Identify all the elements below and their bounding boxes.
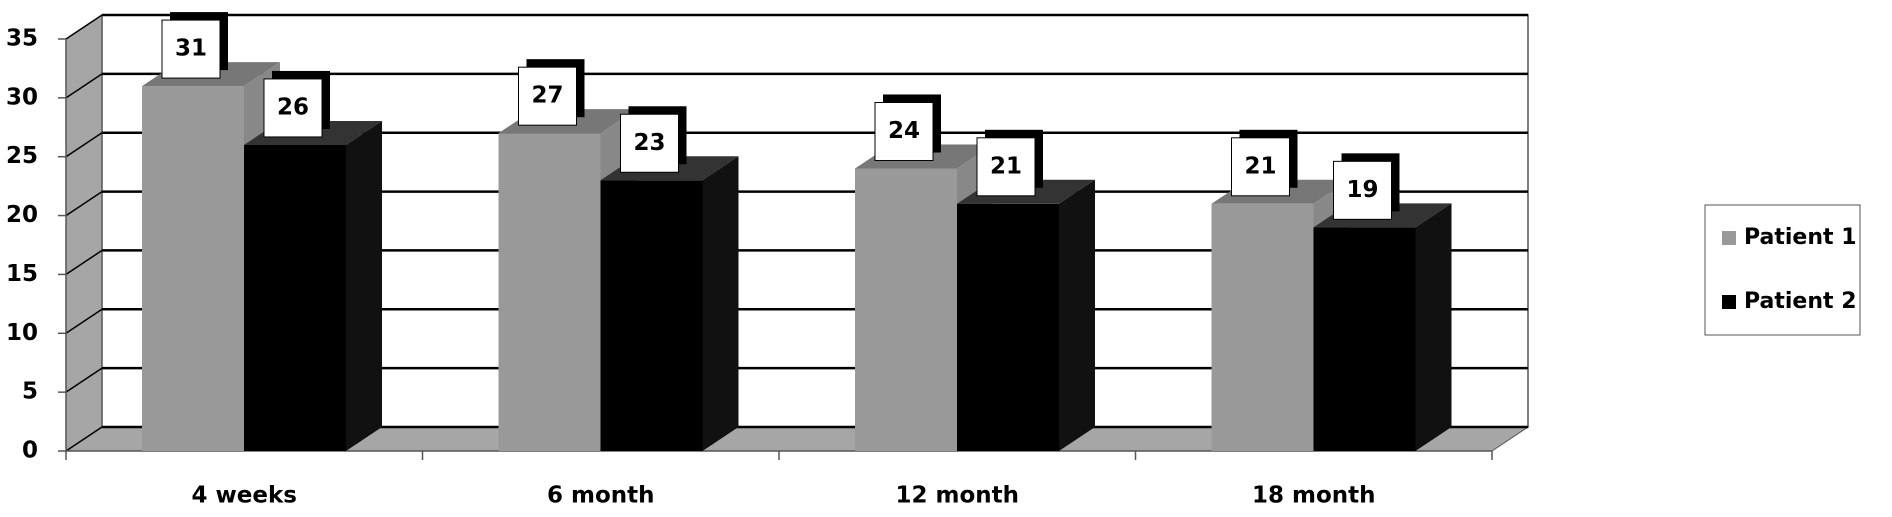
bar-front xyxy=(142,86,244,451)
bar-side xyxy=(1415,203,1452,451)
label-box xyxy=(874,101,934,161)
legend-box xyxy=(1704,204,1861,336)
grid-line xyxy=(65,14,103,40)
grid-line xyxy=(65,190,103,217)
legend-label: Patient 1 xyxy=(1744,225,1857,250)
data-label: 21 xyxy=(990,153,1022,179)
grid-line xyxy=(65,367,103,393)
bar-side xyxy=(702,156,739,451)
x-tick-label: 6 month xyxy=(547,483,655,509)
grid-line xyxy=(65,132,103,158)
bar-front xyxy=(957,203,1059,451)
bar-front xyxy=(855,168,957,451)
label-box xyxy=(620,113,679,173)
x-tick-label: 4 weeks xyxy=(192,483,297,509)
label-box xyxy=(1231,137,1290,197)
bar-front xyxy=(244,144,346,451)
y-tick-label: 0 xyxy=(22,438,38,464)
y-tick-label: 15 xyxy=(6,261,38,287)
label-box xyxy=(263,78,323,138)
data-label: 31 xyxy=(175,36,207,62)
data-label: 23 xyxy=(633,130,665,156)
y-tick-label: 30 xyxy=(6,84,38,110)
bar-side xyxy=(346,120,382,451)
y-tick-label: 35 xyxy=(6,26,38,52)
label-box xyxy=(518,66,577,126)
x-tick-label: 18 month xyxy=(1252,483,1376,509)
legend-swatch xyxy=(1722,295,1736,309)
bar-front xyxy=(1313,227,1416,451)
left-wall xyxy=(65,14,103,452)
grid-line xyxy=(65,73,103,99)
label-box xyxy=(976,137,1036,197)
grid-line xyxy=(65,426,103,452)
data-label: 21 xyxy=(1244,153,1276,179)
label-box xyxy=(161,19,221,79)
data-label: 27 xyxy=(531,83,563,109)
y-tick-label: 10 xyxy=(6,320,38,346)
x-tick-label: 12 month xyxy=(895,483,1019,509)
label-box xyxy=(1333,160,1392,220)
bar-side xyxy=(1059,179,1095,452)
legend-label: Patient 2 xyxy=(1744,289,1857,314)
grid-line xyxy=(65,308,103,334)
y-tick-label: 20 xyxy=(6,202,38,228)
bar-front xyxy=(498,133,601,451)
data-label: 24 xyxy=(888,118,920,144)
grid-line xyxy=(65,249,103,276)
bar-front xyxy=(600,180,703,451)
bar-front xyxy=(1211,203,1314,451)
data-label: 26 xyxy=(277,94,309,120)
legend-swatch xyxy=(1722,231,1736,245)
y-tick-label: 5 xyxy=(22,379,38,405)
y-tick-label: 25 xyxy=(6,143,38,169)
data-label: 19 xyxy=(1346,177,1378,203)
